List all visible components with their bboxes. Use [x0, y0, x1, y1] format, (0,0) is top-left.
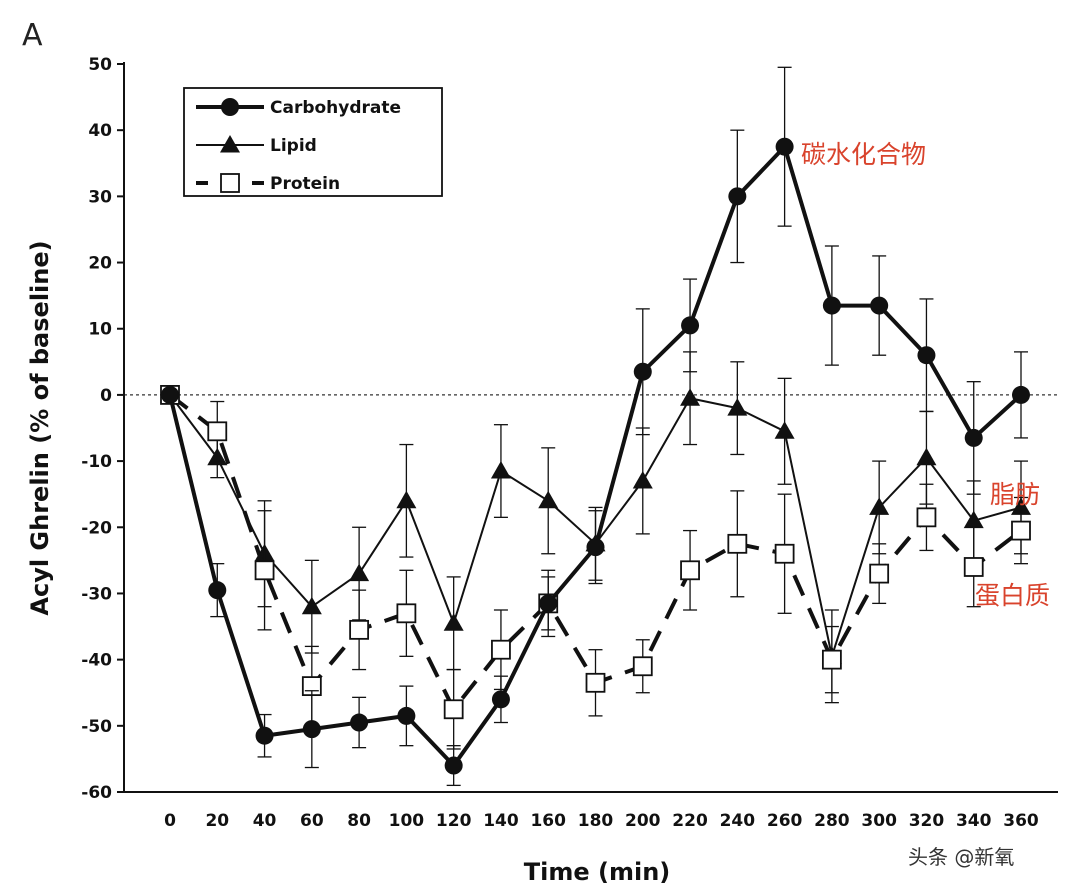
- x-tick-label: 300: [861, 811, 897, 831]
- data-point: [255, 726, 274, 745]
- y-tick-label: -30: [81, 584, 112, 604]
- y-tick-label: 0: [100, 386, 112, 406]
- x-tick-label: 100: [389, 811, 425, 831]
- y-tick-label: 30: [88, 187, 112, 207]
- data-point: [822, 296, 841, 315]
- data-point: [349, 563, 370, 582]
- x-tick-label: 140: [483, 811, 519, 831]
- x-tick-label: 280: [814, 811, 850, 831]
- data-point: [208, 581, 227, 600]
- x-tick-label: 40: [253, 811, 277, 831]
- x-tick-label: 80: [347, 811, 371, 831]
- x-tick-label: 20: [205, 811, 229, 831]
- data-point: [491, 690, 510, 709]
- data-point: [963, 510, 984, 529]
- data-point: [869, 563, 890, 584]
- data-point: [301, 596, 322, 615]
- x-axis-title: Time (min): [524, 858, 671, 886]
- data-point: [680, 560, 700, 581]
- x-tick-label: 260: [767, 811, 803, 831]
- data-point: [774, 543, 795, 564]
- data-point: [963, 557, 984, 577]
- legend-label: Lipid: [270, 136, 317, 156]
- panel-label: A: [22, 18, 43, 53]
- data-point: [161, 385, 179, 404]
- data-point: [680, 388, 701, 406]
- data-point: [775, 137, 794, 156]
- data-point: [207, 421, 228, 442]
- y-tick-label: -40: [81, 651, 112, 671]
- y-tick-label: 50: [88, 55, 112, 75]
- x-tick-label: 320: [909, 811, 945, 831]
- data-point: [1012, 385, 1030, 404]
- y-tick-label: -60: [81, 783, 112, 803]
- data-point: [916, 507, 937, 528]
- x-tick-label: 340: [956, 811, 992, 831]
- x-tick-label: 60: [300, 811, 324, 831]
- data-point: [870, 296, 889, 315]
- y-tick-label: 40: [88, 121, 112, 141]
- data-point: [916, 447, 937, 466]
- data-point: [821, 649, 842, 670]
- data-point: [727, 398, 748, 416]
- data-point: [1011, 520, 1031, 541]
- data-point: [491, 639, 511, 660]
- data-point: [302, 720, 321, 739]
- data-point: [396, 490, 417, 509]
- series-carbohydrate: [161, 66, 1030, 787]
- data-point: [349, 619, 370, 640]
- legend-marker: [221, 98, 239, 116]
- data-point: [490, 461, 511, 479]
- data-point: [632, 656, 653, 677]
- data-point: [917, 346, 936, 365]
- series-layer: [160, 66, 1031, 787]
- x-tick-label: 180: [578, 811, 614, 831]
- y-tick-label: -20: [81, 518, 112, 538]
- annotation-label: 脂肪: [990, 480, 1040, 509]
- x-tick-label: 220: [672, 811, 708, 831]
- data-point: [254, 560, 275, 581]
- y-tick-label: 10: [88, 320, 112, 340]
- x-tick-label: 360: [1003, 811, 1039, 831]
- data-point: [633, 362, 652, 381]
- data-point: [727, 533, 748, 554]
- data-point: [585, 672, 606, 693]
- legend-marker: [220, 135, 240, 153]
- x-tick-label: 120: [436, 811, 472, 831]
- data-point: [964, 428, 983, 447]
- data-point: [632, 470, 653, 489]
- data-point: [539, 594, 558, 613]
- data-point: [397, 706, 416, 725]
- y-axis-title: Acyl Ghrelin (% of baseline): [26, 240, 54, 615]
- y-tick-label: 20: [88, 254, 112, 274]
- data-point: [681, 316, 700, 335]
- legend-label: Protein: [270, 174, 340, 194]
- x-tick-label: 160: [530, 811, 566, 831]
- legend-label: Carbohydrate: [270, 98, 401, 118]
- y-tick-label: -50: [81, 717, 112, 737]
- legend: Carbohydrate Lipid Protein: [183, 87, 443, 197]
- x-tick-label: 0: [164, 811, 176, 831]
- data-point: [444, 756, 463, 775]
- x-tick-label: 240: [720, 811, 756, 831]
- data-point: [350, 713, 369, 732]
- data-point: [869, 497, 890, 515]
- data-point: [443, 613, 464, 631]
- data-point: [774, 421, 795, 439]
- annotation-label: 蛋白质: [975, 581, 1050, 610]
- data-point: [396, 603, 417, 624]
- watermark-text: 头条 @新氧: [908, 845, 1014, 869]
- x-tick-label: 200: [625, 811, 661, 831]
- y-tick-label: -10: [81, 452, 112, 472]
- data-point: [586, 538, 605, 557]
- annotation-label: 碳水化合物: [801, 140, 926, 169]
- data-point: [538, 490, 559, 509]
- legend-marker: [220, 173, 240, 193]
- data-point: [728, 187, 747, 206]
- data-point: [443, 699, 464, 720]
